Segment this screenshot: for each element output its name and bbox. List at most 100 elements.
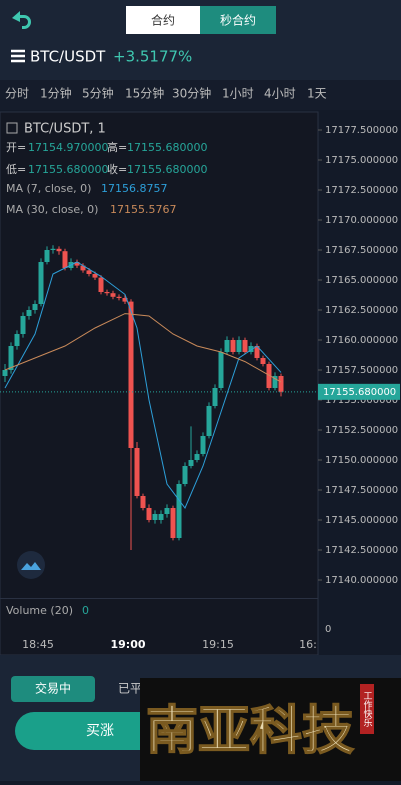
candle-body bbox=[32, 304, 38, 310]
candle-body bbox=[98, 277, 104, 292]
x-tick-label: 19:15 bbox=[202, 638, 234, 651]
timeframe[interactable]: 1天 bbox=[307, 87, 327, 101]
seal bbox=[360, 684, 374, 734]
ohlc-info: 17155.680000 bbox=[28, 163, 108, 176]
tab-label: 交易中 bbox=[35, 681, 71, 696]
candle-body bbox=[116, 296, 122, 298]
watermark-bg bbox=[140, 678, 401, 781]
candle-body bbox=[80, 265, 86, 271]
candle-body bbox=[182, 466, 188, 484]
collapse-icon[interactable] bbox=[6, 122, 18, 134]
timeframe[interactable]: 30分钟 bbox=[172, 86, 211, 101]
candle-body bbox=[230, 340, 236, 352]
y-tick-label: 17160.000000 bbox=[325, 335, 398, 346]
tab-label[interactable]: 已平 bbox=[118, 682, 142, 696]
candle-body bbox=[272, 376, 278, 388]
candle-body bbox=[170, 508, 176, 538]
divider bbox=[0, 598, 318, 599]
candle-body bbox=[74, 262, 80, 266]
legend-value: 17156.8757 bbox=[101, 182, 167, 195]
legend-name: MA (30, close, 0) bbox=[6, 203, 98, 216]
candle-body bbox=[164, 508, 170, 514]
y-tick-label: 17152.500000 bbox=[325, 425, 398, 436]
tab[interactable] bbox=[126, 6, 200, 34]
candle-body bbox=[200, 436, 206, 454]
candle-body bbox=[44, 250, 50, 262]
candle-body bbox=[146, 508, 152, 520]
y-tick-label: 17150.000000 bbox=[325, 455, 398, 466]
timeframe[interactable]: 5分钟 bbox=[82, 86, 114, 101]
seal-text: 工作快乐 bbox=[362, 691, 373, 727]
y-tick-label: 17157.500000 bbox=[325, 365, 398, 376]
symbol: BTC/USDT bbox=[30, 48, 106, 66]
y-tick-label: 17140.000000 bbox=[325, 575, 398, 586]
candle-body bbox=[38, 262, 44, 304]
candle-body bbox=[248, 346, 254, 352]
candle-body bbox=[56, 248, 62, 252]
y-tick-label: 17145.000000 bbox=[325, 515, 398, 526]
y-tick-label: 17167.500000 bbox=[325, 245, 398, 256]
candle-body bbox=[212, 388, 218, 406]
candle-body bbox=[242, 340, 248, 352]
timeframe[interactable]: 分时 bbox=[5, 87, 29, 101]
candle-body bbox=[110, 293, 116, 297]
ohlc-info: 低= bbox=[6, 163, 26, 176]
timeframe-bar bbox=[0, 80, 401, 110]
candle-body bbox=[218, 352, 224, 388]
last-price-box bbox=[318, 383, 400, 400]
timeframe[interactable]: 1分钟 bbox=[40, 86, 72, 101]
ma-line bbox=[4, 261, 282, 509]
candle-body bbox=[62, 251, 68, 268]
timeframe[interactable]: 15分钟 bbox=[125, 86, 164, 101]
tab-label: 合约 bbox=[151, 13, 175, 28]
candle-body bbox=[20, 316, 26, 334]
menu-icon[interactable] bbox=[11, 49, 25, 63]
legend-value: 17155.5767 bbox=[110, 203, 176, 216]
ohlc-info: 17155.680000 bbox=[127, 141, 207, 154]
back-icon[interactable] bbox=[12, 11, 31, 29]
tab-label: 秒合约 bbox=[220, 13, 256, 28]
candle-body bbox=[92, 274, 98, 278]
x-tick-label: 16: bbox=[299, 638, 317, 651]
watermark: 南亚科技 bbox=[146, 701, 354, 762]
y-tick-label: 17177.500000 bbox=[325, 125, 398, 136]
candle-body bbox=[14, 334, 20, 346]
logo-icon bbox=[17, 551, 45, 579]
y-tick-label: 17170.000000 bbox=[325, 215, 398, 226]
candle-body bbox=[236, 340, 242, 352]
y-tick-label: 17175.000000 bbox=[325, 155, 398, 166]
candle-body bbox=[140, 496, 146, 508]
candle-body bbox=[158, 514, 164, 520]
y-tick-label: 17142.500000 bbox=[325, 545, 398, 556]
timeframe[interactable]: 4小时 bbox=[264, 87, 296, 101]
x-tick-label: 19:00 bbox=[110, 638, 145, 651]
candle-body bbox=[194, 454, 200, 460]
candle-body bbox=[188, 460, 194, 466]
y-tick-label: 17172.500000 bbox=[325, 185, 398, 196]
tab-active[interactable] bbox=[200, 6, 276, 34]
change: +3.5177% bbox=[113, 48, 192, 66]
volume-value: 0 bbox=[82, 604, 89, 617]
buy-label: 买涨 bbox=[86, 723, 114, 739]
legend-name: MA (7, close, 0) bbox=[6, 182, 91, 195]
ohlc-info: 17154.970000 bbox=[28, 141, 108, 154]
candle-body bbox=[224, 340, 230, 352]
candle-body bbox=[176, 484, 182, 538]
candle-body bbox=[8, 346, 14, 370]
y-tick-label: 17147.500000 bbox=[325, 485, 398, 496]
candle-body bbox=[260, 358, 266, 364]
candle-body bbox=[206, 406, 212, 436]
ma-line bbox=[4, 313, 282, 383]
tab-active[interactable] bbox=[11, 676, 95, 702]
candle-body bbox=[86, 270, 92, 274]
y-tick-label: 17155.000000 bbox=[325, 395, 398, 406]
candle-body bbox=[278, 376, 284, 392]
candle-body bbox=[122, 298, 128, 302]
ohlc-info: 高= bbox=[107, 140, 127, 154]
timeframe[interactable]: 1小时 bbox=[222, 87, 254, 101]
candle-body bbox=[134, 448, 140, 496]
candle-body bbox=[50, 248, 56, 250]
volume-tick: 0 bbox=[325, 624, 331, 635]
volume-label: Volume (20) bbox=[6, 604, 73, 617]
ohlc-info: 开= bbox=[6, 141, 26, 154]
